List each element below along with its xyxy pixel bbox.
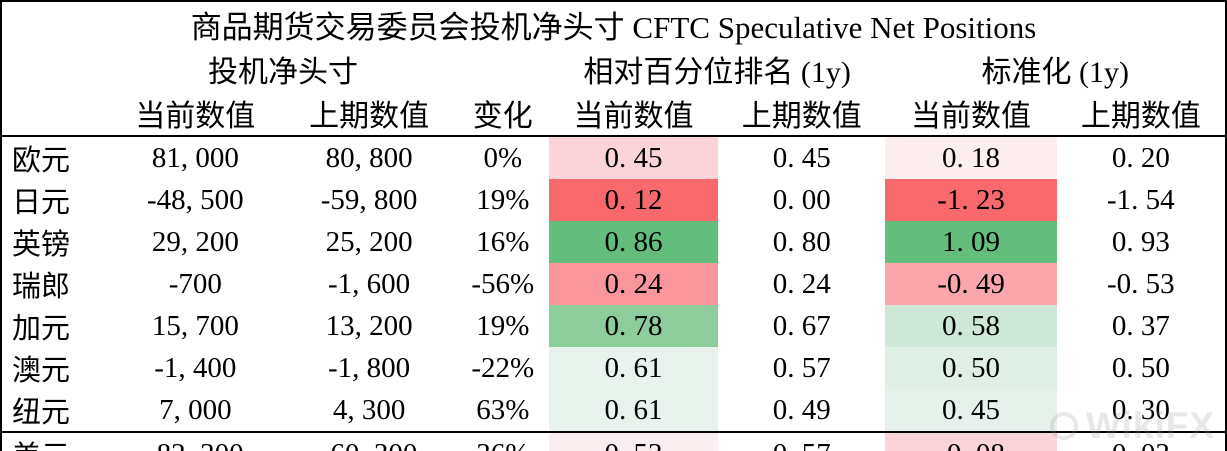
column-header-pct-current: 当前数值 — [573, 100, 694, 133]
pct-prev-cell: 0. 24 — [772, 267, 831, 300]
pct-prev-cell: 0. 67 — [772, 309, 831, 342]
net-current-cell: 29, 200 — [151, 225, 239, 258]
change-cell: 0% — [483, 141, 523, 174]
pct-prev-cell: 0. 57 — [718, 432, 885, 451]
std-prev-cell: 0. 93 — [1111, 225, 1170, 258]
pct-prev-cell: 0. 57 — [772, 351, 831, 384]
column-header-net-current: 当前数值 — [135, 100, 256, 133]
pct-current-cell: 0. 45 — [548, 136, 719, 179]
std-current-cell: -0. 08 — [885, 432, 1057, 451]
column-header-std-current: 当前数值 — [911, 100, 1032, 133]
pct-prev-cell: 0. 49 — [772, 393, 831, 426]
std-prev-cell: 0. 03 — [1057, 432, 1226, 451]
net-current-cell: -700 — [168, 267, 222, 300]
page-title: 商品期货交易委员会投机净头寸 CFTC Speculative Net Posi… — [190, 10, 1037, 45]
change-cell: -56% — [471, 267, 535, 300]
currency-cell: 纽元 — [12, 397, 71, 429]
pct-current-cell: 0. 61 — [548, 389, 719, 432]
net-current-cell: 81, 000 — [151, 141, 239, 174]
net-prev-cell: -60, 300 — [281, 432, 456, 451]
group-percentile-rank: 相对百分位排名 (1y) — [583, 56, 851, 89]
net-current-cell: -1, 400 — [154, 351, 237, 384]
currency-cell: 加元 — [12, 313, 71, 345]
table-row-nzd: 纽元 7, 000 4, 300 63% 0. 61 0. 49 0. 45 0… — [1, 389, 1226, 432]
net-prev-cell: 4, 300 — [332, 393, 406, 426]
table-row-gbp: 英镑 29, 200 25, 200 16% 0. 86 0. 80 1. 09… — [1, 221, 1226, 263]
std-prev-cell: 0. 20 — [1111, 141, 1170, 174]
std-current-cell: 0. 45 — [885, 389, 1057, 432]
change-cell: 19% — [476, 309, 530, 342]
currency-cell: 瑞郎 — [12, 271, 71, 303]
table-row-usd: 美元 -82, 300 -60, 300 36% 0. 53 0. 57 -0.… — [1, 432, 1226, 451]
table-row-aud: 澳元 -1, 400 -1, 800 -22% 0. 61 0. 57 0. 5… — [1, 347, 1226, 389]
pct-current-cell: 0. 53 — [548, 432, 719, 451]
net-prev-cell: 13, 200 — [325, 309, 413, 342]
net-prev-cell: -1, 800 — [328, 351, 411, 384]
std-current-cell: -0. 49 — [885, 263, 1057, 305]
column-header-row: 当前数值 上期数值 变化 当前数值 上期数值 当前数值 上期数值 — [1, 91, 1226, 136]
pct-prev-cell: 0. 80 — [772, 225, 831, 258]
currency-cell: 欧元 — [12, 145, 71, 177]
std-current-cell: 0. 58 — [885, 305, 1057, 347]
std-current-cell: -1. 23 — [885, 179, 1057, 221]
std-current-cell: 0. 18 — [885, 136, 1057, 179]
change-cell: -22% — [471, 351, 535, 384]
change-cell: 16% — [476, 225, 530, 258]
net-prev-cell: 25, 200 — [325, 225, 413, 258]
pct-prev-cell: 0. 45 — [772, 141, 831, 174]
pct-prev-cell: 0. 00 — [772, 183, 831, 216]
column-header-change: 变化 — [472, 100, 533, 133]
group-standardized: 标准化 (1y) — [981, 56, 1129, 89]
net-current-cell: -82, 300 — [109, 432, 281, 451]
change-cell: 19% — [476, 183, 530, 216]
group-spacer — [1, 47, 109, 91]
change-cell: 36% — [457, 432, 549, 451]
pct-current-cell: 0. 12 — [548, 179, 719, 221]
pct-current-cell: 0. 24 — [548, 263, 719, 305]
column-header-spacer — [1, 91, 109, 136]
currency-cell: 美元 — [1, 432, 109, 451]
std-current-cell: 1. 09 — [885, 221, 1057, 263]
table-row-jpy: 日元 -48, 500 -59, 800 19% 0. 12 0. 00 -1.… — [1, 179, 1226, 221]
std-current-cell: 0. 50 — [885, 347, 1057, 389]
net-prev-cell: -59, 800 — [320, 183, 418, 216]
pct-current-cell: 0. 78 — [548, 305, 719, 347]
change-cell: 63% — [476, 393, 530, 426]
pct-current-cell: 0. 86 — [548, 221, 719, 263]
net-current-cell: 7, 000 — [159, 393, 232, 426]
title-row: 商品期货交易委员会投机净头寸 CFTC Speculative Net Posi… — [1, 1, 1226, 47]
net-current-cell: -48, 500 — [146, 183, 244, 216]
currency-cell: 澳元 — [12, 355, 71, 387]
std-prev-cell: 0. 50 — [1111, 351, 1170, 384]
currency-cell: 英镑 — [12, 229, 71, 261]
net-prev-cell: -1, 600 — [328, 267, 411, 300]
net-current-cell: 15, 700 — [151, 309, 239, 342]
std-prev-cell: 0. 37 — [1111, 309, 1170, 342]
table-row-eur: 欧元 81, 000 80, 800 0% 0. 45 0. 45 0. 18 … — [1, 136, 1226, 179]
column-header-std-prev: 上期数值 — [1080, 100, 1201, 133]
group-spacer — [457, 47, 549, 91]
column-header-pct-prev: 上期数值 — [741, 100, 862, 133]
group-header-row: 投机净头寸 相对百分位排名 (1y) 标准化 (1y) — [1, 47, 1226, 91]
table-row-chf: 瑞郎 -700 -1, 600 -56% 0. 24 0. 24 -0. 49 … — [1, 263, 1226, 305]
std-prev-cell: -0. 53 — [1107, 267, 1175, 300]
net-prev-cell: 80, 800 — [325, 141, 413, 174]
pct-current-cell: 0. 61 — [548, 347, 719, 389]
column-header-net-prev: 上期数值 — [309, 100, 430, 133]
std-prev-cell: -1. 54 — [1107, 183, 1175, 216]
table-row-cad: 加元 15, 700 13, 200 19% 0. 78 0. 67 0. 58… — [1, 305, 1226, 347]
std-prev-cell: 0. 30 — [1111, 393, 1170, 426]
group-net-positions: 投机净头寸 — [207, 56, 358, 89]
currency-cell: 日元 — [12, 187, 71, 219]
